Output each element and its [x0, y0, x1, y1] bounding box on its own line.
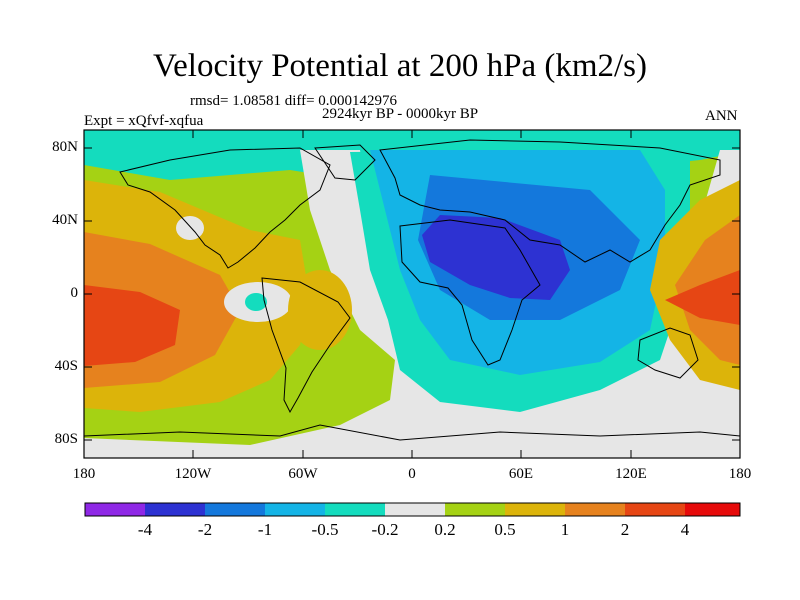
axis-ticks — [84, 130, 740, 458]
africa-outline — [399, 219, 541, 366]
colorbar-frame — [84, 502, 741, 517]
colorbar-box-3 — [265, 503, 325, 516]
colorbar-box-1 — [145, 503, 205, 516]
colorbar-label: -1 — [257, 520, 273, 539]
australia-outline — [637, 327, 699, 379]
colorbar-label: -2 — [197, 520, 213, 539]
north-america-outline — [119, 147, 331, 269]
colorbar-box-10 — [685, 503, 740, 516]
lat-tick-label: 80S — [54, 431, 78, 447]
colorbar-label: -0.2 — [371, 520, 399, 539]
contour-field — [84, 130, 740, 458]
colorbar-label: 0.5 — [494, 520, 516, 539]
coastlines — [84, 139, 740, 441]
eurasia-outline — [379, 139, 721, 263]
lat-tick-label: 0 — [70, 285, 79, 301]
field-neutral-blob-north — [176, 216, 204, 240]
colorbar-box-4 — [325, 503, 385, 516]
lat-tick-label: 40N — [52, 212, 78, 228]
lon-tick-label: 180 — [728, 466, 752, 482]
lat-tick-label: 80N — [52, 139, 78, 155]
colorbar-box-2 — [205, 503, 265, 516]
colorbar-box-6 — [445, 503, 505, 516]
map-title: Velocity Potential at 200 hPa (km2/s) — [152, 48, 648, 84]
colorbar-box-7 — [505, 503, 565, 516]
colorbar-label: -4 — [137, 520, 153, 539]
field-east-pacific-strong — [84, 285, 180, 366]
stats-line: rmsd= 1.08581 diff= 0.000142976 — [190, 93, 398, 109]
season-label: ANN — [705, 108, 738, 124]
antarctica-outline — [84, 424, 740, 441]
field-very-negative-core — [422, 215, 570, 300]
field-south-atlantic-positive — [288, 270, 352, 350]
lon-tick-label: 120E — [615, 466, 647, 482]
experiment-label: Expt = xQfvf-xqfua — [84, 113, 204, 129]
lon-tick-label: 60E — [508, 466, 534, 482]
lon-tick-label: 180 — [72, 466, 96, 482]
colorbar — [84, 502, 741, 517]
lon-tick-label: 0 — [408, 466, 416, 482]
south-america-outline — [261, 277, 351, 414]
lon-tick-label: 60W — [288, 466, 318, 482]
colorbar-box-0 — [85, 503, 145, 516]
field-west-pacific-strong — [665, 270, 740, 325]
colorbar-box-9 — [625, 503, 685, 516]
field-weak-negative-blob — [245, 293, 267, 311]
period-label: 2924kyr BP - 0000kyr BP — [322, 106, 479, 122]
colorbar-label: -0.5 — [311, 520, 339, 539]
greenland-outline — [314, 144, 376, 181]
colorbar-label: 1 — [560, 520, 570, 539]
colorbar-label: 2 — [620, 520, 630, 539]
colorbar-box-8 — [565, 503, 625, 516]
colorbar-box-5 — [385, 503, 445, 516]
lon-tick-label: 120W — [174, 466, 212, 482]
colorbar-label: 4 — [680, 520, 690, 539]
colorbar-label: 0.2 — [434, 520, 456, 539]
lat-tick-label: 40S — [54, 358, 78, 374]
